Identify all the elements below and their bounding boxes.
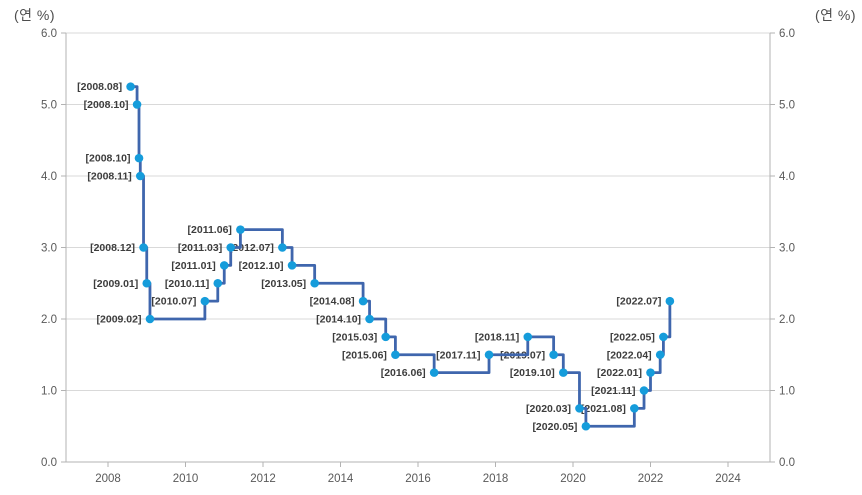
data-point-marker: [646, 368, 655, 377]
y-tick-label-left: 1.0: [41, 386, 57, 398]
y-tick-label-right: 2.0: [779, 314, 795, 326]
data-point-label: [2022.05]: [610, 331, 655, 343]
data-point-label: [2009.02]: [97, 314, 142, 326]
data-point-label: [2013.05]: [261, 278, 306, 290]
data-point-marker: [639, 386, 649, 395]
x-tick-label: 2020: [560, 473, 586, 485]
data-point-marker: [559, 368, 568, 377]
data-point-label: [2021.08]: [581, 403, 626, 415]
y-tick-label-right: 6.0: [779, 28, 795, 40]
data-point-marker: [630, 404, 639, 413]
data-point-marker: [655, 350, 665, 360]
data-point-label: [2022.04]: [607, 349, 652, 361]
data-point-marker: [659, 332, 668, 342]
data-point-marker: [278, 243, 287, 252]
data-point-marker: [484, 350, 494, 360]
x-tick-label: 2018: [483, 473, 509, 485]
x-tick-label: 2024: [715, 473, 741, 485]
y-tick-label-left: 0.0: [41, 457, 57, 469]
data-point-marker: [381, 332, 391, 342]
data-point-marker: [134, 153, 144, 163]
y-tick-label-left: 4.0: [41, 171, 57, 183]
data-point-marker: [665, 296, 675, 306]
y-tick-label-right: 3.0: [779, 243, 795, 255]
data-point-marker: [236, 225, 245, 234]
data-point-marker: [132, 100, 142, 109]
data-point-label: [2015.06]: [342, 349, 387, 361]
data-point-label: [2008.11]: [87, 171, 131, 183]
data-point-marker: [575, 404, 584, 413]
data-point-label: [2011.01]: [171, 260, 215, 272]
data-point-label: [2020.05]: [532, 421, 577, 433]
data-point-label: [2010.11]: [165, 278, 209, 290]
data-point-marker: [310, 278, 319, 288]
data-point-marker: [145, 314, 155, 324]
data-point-marker: [581, 421, 591, 431]
data-point-label: [2008.08]: [77, 81, 122, 93]
data-point-label: [2008.10]: [84, 99, 129, 111]
data-point-label: [2021.11]: [591, 385, 635, 397]
y-axis-title-left: (연 %): [14, 7, 56, 23]
data-point-label: [2022.07]: [616, 296, 661, 308]
data-point-label: [2015.03]: [332, 331, 377, 343]
data-point-marker: [365, 314, 374, 324]
data-point-label: [2008.12]: [90, 242, 135, 254]
data-point-label: [2022.01]: [597, 367, 642, 379]
y-tick-label-left: 2.0: [41, 314, 57, 326]
data-point-marker: [226, 243, 236, 252]
x-tick-label: 2010: [173, 473, 199, 485]
data-point-marker: [287, 261, 297, 270]
data-point-label: [2019.10]: [510, 367, 555, 379]
data-point-marker: [523, 332, 533, 342]
data-point-marker: [391, 350, 400, 360]
data-point-label: [2014.10]: [316, 314, 361, 326]
data-point-marker: [200, 296, 210, 306]
data-point-marker: [429, 368, 439, 377]
y-axis-title-right: (연 %): [814, 7, 856, 23]
x-tick-label: 2012: [250, 473, 276, 485]
x-tick-label: 2016: [405, 473, 431, 485]
data-point-marker: [139, 243, 148, 252]
data-point-label: [2011.03]: [178, 242, 222, 254]
data-point-label: [2016.06]: [381, 367, 426, 379]
data-point-marker: [126, 82, 135, 91]
y-tick-label-left: 6.0: [41, 28, 57, 40]
data-point-label: [2008.10]: [86, 153, 131, 165]
data-point-marker: [358, 296, 368, 306]
data-point-label: [2020.03]: [526, 403, 571, 415]
data-point-marker: [219, 261, 229, 270]
y-tick-label-left: 5.0: [41, 100, 57, 112]
data-point-marker: [549, 350, 558, 360]
data-point-label: [2017.11]: [436, 349, 480, 361]
data-point-label: [2018.11]: [475, 331, 519, 343]
data-point-label: [2010.07]: [151, 296, 196, 308]
x-tick-label: 2022: [638, 473, 664, 485]
y-tick-label-right: 4.0: [779, 171, 795, 183]
y-tick-label-right: 0.0: [779, 457, 795, 469]
y-tick-label-left: 3.0: [41, 243, 57, 255]
y-tick-label-right: 1.0: [779, 386, 795, 398]
data-point-marker: [213, 278, 223, 288]
data-point-label: [2009.01]: [93, 278, 138, 290]
x-tick-label: 2014: [328, 473, 354, 485]
data-point-label: [2011.06]: [188, 224, 232, 236]
data-point-label: [2014.08]: [310, 296, 355, 308]
data-point-marker: [142, 278, 152, 288]
data-point-marker: [135, 171, 145, 181]
y-tick-label-right: 5.0: [779, 100, 795, 112]
x-tick-label: 2008: [95, 473, 121, 485]
data-point-label: [2012.10]: [239, 260, 284, 272]
